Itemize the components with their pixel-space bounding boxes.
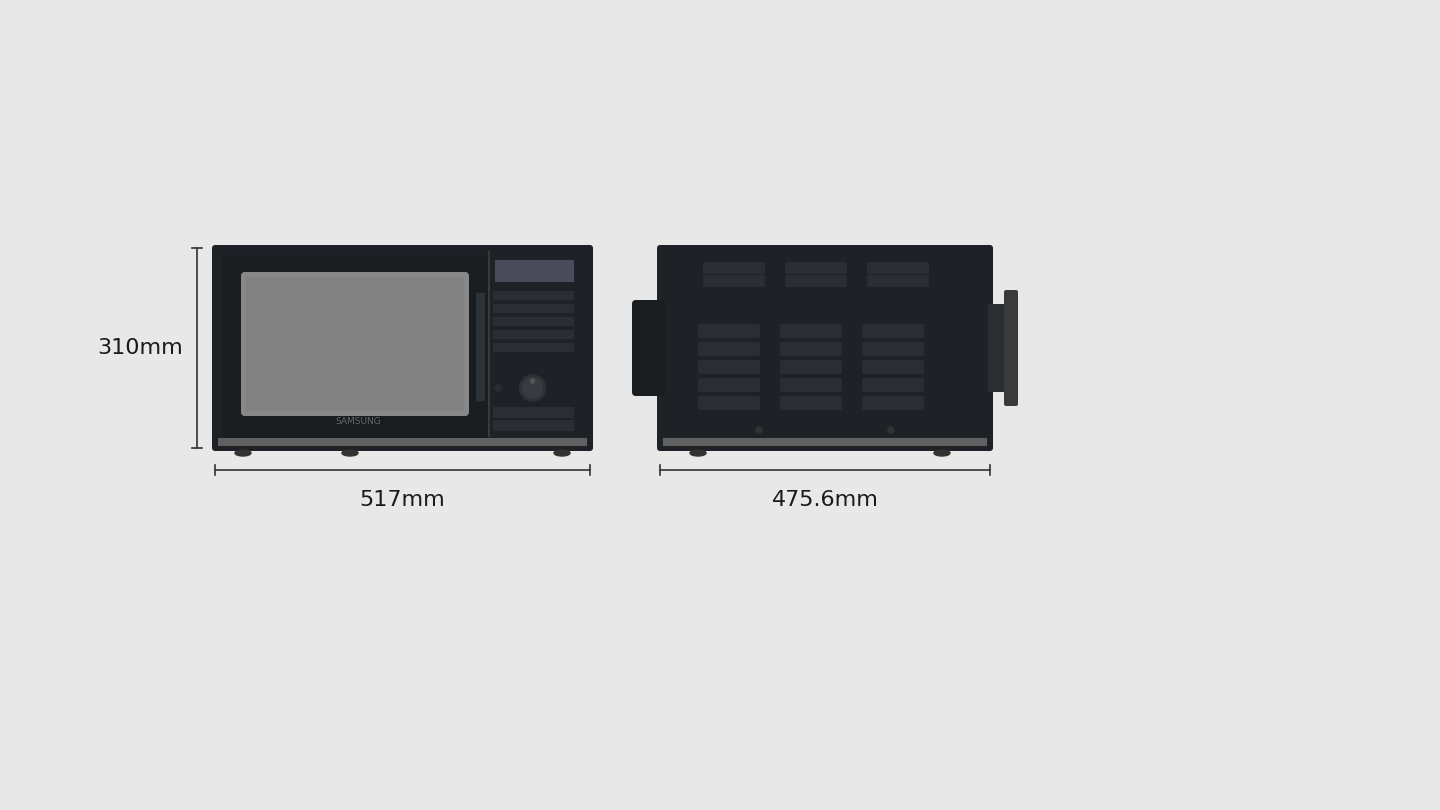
Text: 310mm: 310mm [98, 338, 183, 358]
FancyBboxPatch shape [492, 291, 575, 300]
FancyBboxPatch shape [698, 324, 760, 338]
Ellipse shape [554, 450, 570, 456]
FancyBboxPatch shape [863, 342, 924, 356]
FancyBboxPatch shape [212, 245, 593, 451]
Circle shape [523, 378, 543, 398]
FancyBboxPatch shape [780, 396, 842, 410]
FancyBboxPatch shape [780, 378, 842, 392]
FancyBboxPatch shape [863, 396, 924, 410]
FancyBboxPatch shape [246, 277, 464, 411]
Circle shape [495, 385, 501, 391]
FancyBboxPatch shape [240, 272, 469, 416]
Circle shape [520, 375, 546, 401]
FancyBboxPatch shape [863, 360, 924, 374]
FancyBboxPatch shape [477, 292, 485, 402]
Bar [662, 438, 986, 446]
FancyBboxPatch shape [867, 262, 929, 274]
FancyBboxPatch shape [780, 342, 842, 356]
FancyBboxPatch shape [632, 300, 665, 396]
Text: 517mm: 517mm [360, 490, 445, 510]
Bar [217, 438, 588, 446]
FancyBboxPatch shape [492, 304, 575, 313]
Bar [988, 304, 1008, 392]
Bar [495, 260, 575, 282]
FancyBboxPatch shape [785, 262, 847, 274]
FancyBboxPatch shape [863, 378, 924, 392]
Text: 475.6mm: 475.6mm [772, 490, 878, 510]
FancyBboxPatch shape [863, 324, 924, 338]
FancyBboxPatch shape [867, 275, 929, 287]
Ellipse shape [935, 450, 950, 456]
FancyBboxPatch shape [698, 396, 760, 410]
Ellipse shape [343, 450, 359, 456]
Ellipse shape [690, 450, 706, 456]
FancyBboxPatch shape [703, 275, 765, 287]
FancyBboxPatch shape [703, 262, 765, 274]
FancyBboxPatch shape [785, 275, 847, 287]
FancyBboxPatch shape [780, 324, 842, 338]
FancyBboxPatch shape [698, 378, 760, 392]
FancyBboxPatch shape [698, 342, 760, 356]
FancyBboxPatch shape [492, 330, 575, 339]
Circle shape [530, 379, 534, 383]
FancyBboxPatch shape [780, 360, 842, 374]
FancyBboxPatch shape [492, 317, 575, 326]
Text: SAMSUNG: SAMSUNG [336, 417, 380, 427]
FancyBboxPatch shape [492, 343, 575, 352]
Ellipse shape [235, 450, 251, 456]
FancyBboxPatch shape [492, 407, 575, 418]
FancyBboxPatch shape [492, 420, 575, 431]
FancyBboxPatch shape [223, 256, 490, 438]
FancyBboxPatch shape [698, 360, 760, 374]
FancyBboxPatch shape [657, 245, 994, 451]
FancyBboxPatch shape [1004, 290, 1018, 406]
Circle shape [888, 427, 894, 433]
Circle shape [756, 427, 762, 433]
